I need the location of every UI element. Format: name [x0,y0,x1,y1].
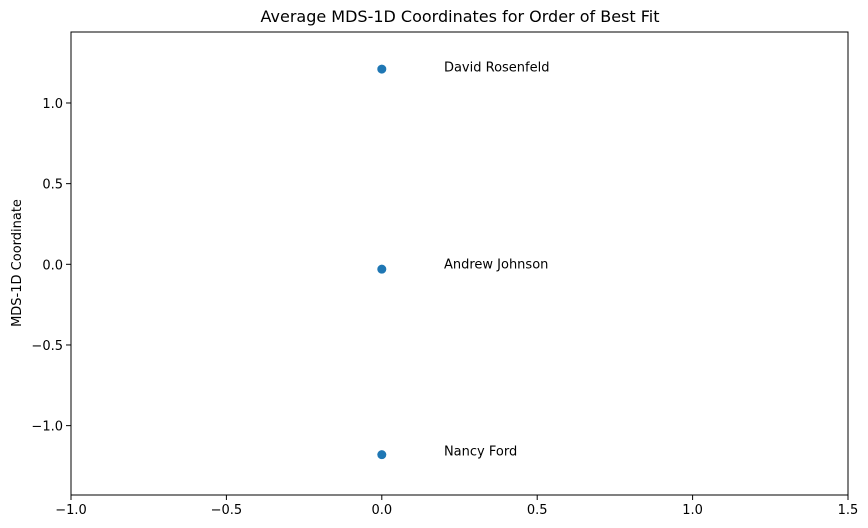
y-tick-label: 0.0 [42,258,63,273]
plot-marks: −1.0 −0.5 0.0 0.5 1.0 1.5 −1.0 −0.5 0.0 0.5 1.0 Dav… [31,60,858,518]
y-tick-label: −0.5 [31,339,63,354]
y-tick-label: 0.5 [42,178,63,193]
point-annotation: Nancy Ford [444,444,517,459]
x-tick-label: 1.0 [682,503,703,518]
x-tick-label: 1.5 [838,503,859,518]
x-tick-label: −1.0 [55,503,87,518]
data-point [377,264,387,274]
plot-frame [70,31,849,496]
chart-title: Average MDS-1D Coordinates for Order of … [261,7,660,26]
data-point [377,64,387,74]
x-tick-label: 0.0 [371,503,392,518]
point-annotation: David Rosenfeld [444,60,550,75]
data-point [377,450,387,460]
y-axis-label: MDS-1D Coordinate [10,199,25,327]
point-annotation: Andrew Johnson [444,257,548,272]
x-tick-label: 0.5 [527,503,548,518]
y-tick-label: −1.0 [31,420,63,435]
y-tick-label: 1.0 [42,97,63,112]
x-tick-label: −0.5 [211,503,243,518]
